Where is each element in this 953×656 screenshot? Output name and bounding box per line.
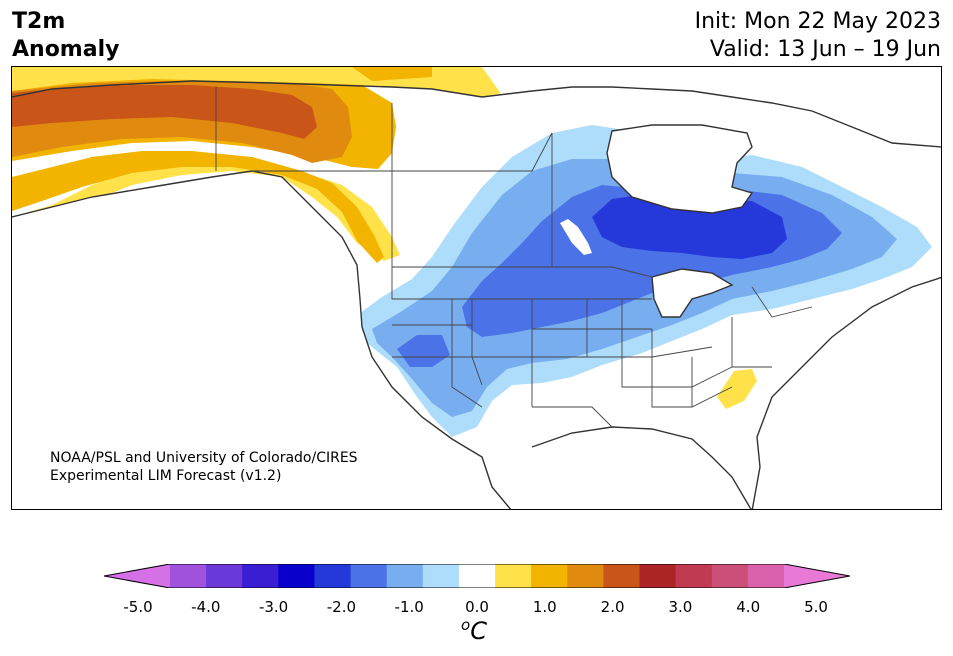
credit-line2: Experimental LIM Forecast (v1.2): [50, 468, 282, 484]
colorbar-tick-label: -1.0: [394, 598, 424, 616]
title-variable: T2m: [12, 9, 66, 34]
init-date: Init: Mon 22 May 2023: [694, 9, 941, 34]
lake-winnipeg: [560, 219, 592, 255]
colorbar-unit: oC: [461, 616, 487, 645]
colorbar-cell: [747, 564, 785, 588]
colorbar-cell: [386, 564, 424, 588]
map-title: T2m Anomaly: [12, 8, 119, 64]
colorbar-cell: [711, 564, 749, 588]
credit-line1: NOAA/PSL and University of Colorado/CIRE…: [50, 450, 358, 466]
unit-degree: o: [461, 616, 471, 634]
gulf-of-mexico: [512, 427, 751, 509]
colorbar: [104, 564, 850, 588]
credit-text: NOAA/PSL and University of Colorado/CIRE…: [50, 449, 358, 485]
colorbar-tick-label: -3.0: [258, 598, 289, 616]
warm-light-southeast: [717, 369, 757, 409]
colorbar-cell: [675, 564, 713, 588]
unit-letter: C: [470, 617, 487, 645]
political-borders: [215, 87, 813, 428]
colorbar-tick-label: 2.0: [600, 598, 625, 616]
map-canvas: [12, 67, 941, 509]
colorbar-cell: [206, 564, 243, 588]
colorbar-tick-label: 1.0: [532, 598, 557, 616]
colorbar-tick-label: 5.0: [804, 598, 828, 616]
pacific-ocean: [12, 177, 482, 509]
colorbar-cell: [495, 564, 532, 588]
colorbar-tick-label: -5.0: [123, 598, 153, 616]
colorbar-cell: [567, 564, 604, 588]
colorbar-cell: [531, 564, 568, 588]
valid-range: Valid: 13 Jun – 19 Jun: [709, 37, 941, 62]
colorbar-cell: [639, 564, 677, 588]
colorbar-cell: [278, 564, 315, 588]
atlantic-ocean: [772, 277, 941, 509]
coastlines: [12, 80, 941, 509]
colorbar-cells: [104, 564, 850, 588]
colorbar-ticks: -5.0 -4.0 -3.0 -2.0 -1.0 0.0 1.0 2.0 3.0 4.0 5.0: [0, 598, 953, 618]
colorbar-tick-label: 0.0: [465, 598, 489, 616]
colorbar-tick-label: 4.0: [736, 598, 761, 616]
hudson-bay: [607, 125, 752, 213]
colorbar-cell: [242, 564, 279, 588]
colorbar-cell: [170, 564, 207, 588]
title-anomaly: Anomaly: [12, 37, 120, 62]
anomaly-map: NOAA/PSL and University of Colorado/CIRE…: [11, 66, 942, 510]
forecast-dates: Init: Mon 22 May 2023 Valid: 13 Jun – 19…: [695, 8, 941, 64]
colorbar-cell: [350, 564, 388, 588]
colorbar-extend-high: [784, 564, 850, 588]
great-lakes: [652, 269, 732, 317]
colorbar-tick-label: 3.0: [668, 598, 693, 616]
colorbar-cell: [603, 564, 641, 588]
colorbar-tick-label: -4.0: [191, 598, 221, 616]
colorbar-extend-low: [104, 564, 170, 588]
colorbar-tick-label: -2.0: [326, 598, 357, 616]
colorbar-cell: [458, 564, 496, 588]
warm-dark-region: [12, 85, 317, 139]
colorbar-cell: [422, 564, 460, 588]
colorbar-cell: [314, 564, 352, 588]
cool-dark-region: [592, 195, 787, 259]
